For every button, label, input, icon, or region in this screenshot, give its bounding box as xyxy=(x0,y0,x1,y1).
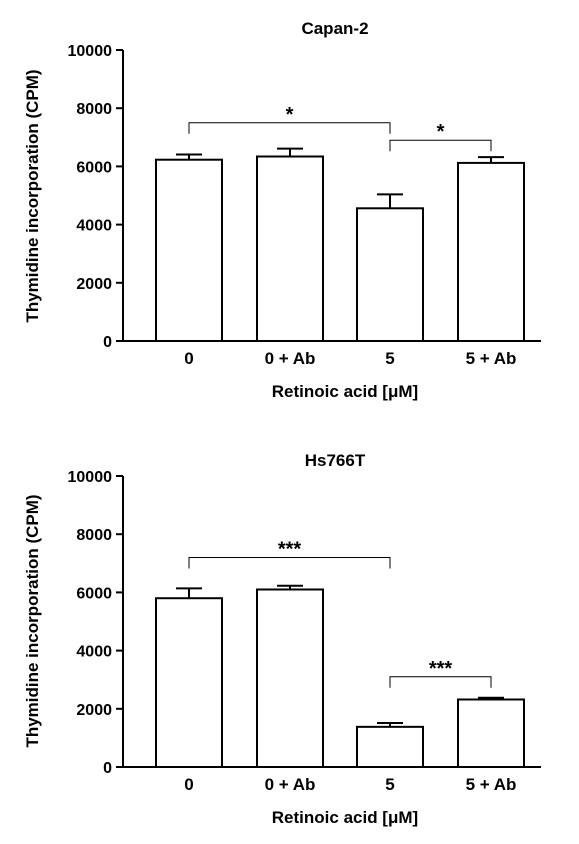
x-category-label: 5 + Ab xyxy=(466,775,517,794)
chart-title: Hs766T xyxy=(305,451,366,470)
x-category-label: 5 xyxy=(385,775,394,794)
y-tick-label: 2000 xyxy=(76,276,112,293)
chart-panel-hs766t: Hs766T 0 2000 4000 6000 8000 10000 Thymidine in… xyxy=(23,451,541,827)
y-tick-label: 10000 xyxy=(68,469,113,486)
x-category-label: 0 + Ab xyxy=(265,775,316,794)
significance-label: * xyxy=(286,104,294,126)
significance-bracket xyxy=(188,556,391,569)
x-category-label: 5 xyxy=(385,349,394,368)
y-tick-label: 8000 xyxy=(76,527,112,544)
significance-bracket xyxy=(188,122,391,134)
y-axis-label: Thymidine incorporation (CPM) xyxy=(23,494,42,747)
bar xyxy=(256,588,324,768)
x-category-label: 5 + Ab xyxy=(466,349,517,368)
y-tick-label: 6000 xyxy=(76,585,112,602)
bar xyxy=(356,207,424,342)
bar xyxy=(155,158,223,342)
y-tick-label: 0 xyxy=(103,760,112,777)
bar xyxy=(356,725,424,768)
x-axis-label: Retinoic acid [μM] xyxy=(272,808,418,827)
x-axis-label: Retinoic acid [μM] xyxy=(272,382,418,401)
y-tick-label: 10000 xyxy=(68,43,113,60)
y-tick-label: 8000 xyxy=(76,101,112,118)
x-category-label: 0 xyxy=(184,775,193,794)
significance-bracket xyxy=(389,676,492,688)
significance-label: * xyxy=(437,121,445,143)
chart-title: Capan-2 xyxy=(301,19,368,38)
x-category-label: 0 + Ab xyxy=(265,349,316,368)
y-tick-label: 2000 xyxy=(76,702,112,719)
significance-bracket xyxy=(389,139,492,152)
significance-label: *** xyxy=(429,658,453,680)
bar xyxy=(457,698,525,768)
significance-label: *** xyxy=(278,538,302,560)
bar xyxy=(256,155,324,342)
y-tick-label: 4000 xyxy=(76,644,112,661)
y-axis-label: Thymidine incorporation (CPM) xyxy=(23,69,42,322)
y-tick-label: 6000 xyxy=(76,159,112,176)
bar xyxy=(155,597,223,768)
chart-panel-capan-2: Capan-2 0 2000 4000 6000 8000 10000 Thymidine i… xyxy=(23,19,541,401)
y-tick-label: 0 xyxy=(103,334,112,351)
x-category-label: 0 xyxy=(184,349,193,368)
bar xyxy=(457,161,525,342)
y-tick-label: 4000 xyxy=(76,218,112,235)
